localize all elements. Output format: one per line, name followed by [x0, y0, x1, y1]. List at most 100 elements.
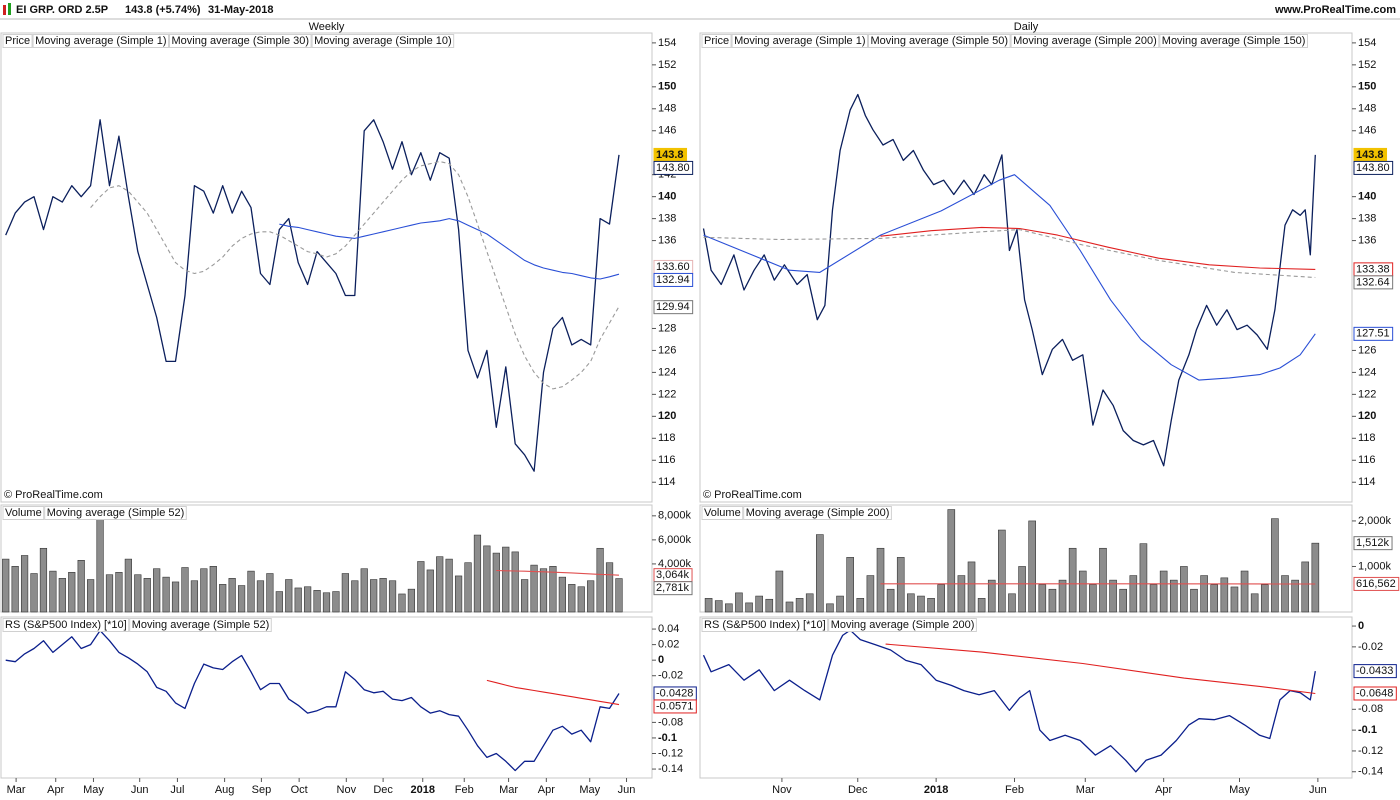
volume-bar [1018, 566, 1026, 613]
volume-bar [530, 564, 538, 613]
y-tick-label: -0.14 [658, 763, 683, 775]
volume-bar [115, 572, 123, 613]
y-tick-label: 148 [658, 103, 676, 115]
value-marker-label: 143.80 [1356, 162, 1390, 174]
panel: Daily 154 152 150 148 146 140 138 136 126 124 122 12… [699, 21, 1394, 503]
y-tick-label: 148 [1358, 103, 1376, 115]
symbol: EI GRP. ORD 2.5P [16, 4, 108, 16]
volume-bar [2, 558, 10, 613]
volume-bar [68, 572, 76, 613]
volume-bar [256, 580, 265, 613]
y-tick-label: 150 [658, 81, 676, 93]
legend-box [44, 506, 187, 520]
y-tick-label: 146 [1358, 125, 1376, 137]
y-tick-label: -0.08 [1358, 703, 1383, 715]
value-marker-label: 143.8 [656, 149, 684, 161]
volume-bar [379, 578, 387, 613]
volume-bar [846, 557, 854, 613]
volume-bar [836, 595, 844, 613]
x-tick-label: Feb [1005, 784, 1024, 796]
y-tick-label: 138 [658, 213, 676, 225]
value-marker-label: 143.8 [1356, 149, 1384, 161]
y-tick-label: -0.1 [658, 732, 677, 744]
series-line [90, 160, 620, 390]
volume-bar [937, 584, 945, 613]
volume-bar [11, 566, 19, 613]
legend-box [701, 618, 829, 632]
price-change: 143.8 (+5.74%) [125, 4, 201, 16]
volume-bar [977, 598, 986, 613]
volume-bar [436, 556, 444, 613]
legend-box [2, 618, 130, 632]
y-tick-label: 118 [1358, 432, 1376, 444]
x-tick-label: Sep [252, 784, 272, 796]
x-tick-label: Jun [1309, 784, 1327, 796]
volume-bar [1109, 579, 1117, 613]
volume-bar [587, 580, 595, 613]
series-line [279, 218, 620, 280]
volume-bar [341, 573, 349, 613]
volume-bar [219, 584, 227, 613]
volume-bar [171, 581, 180, 613]
value-marker [653, 300, 694, 315]
volume-bar [398, 593, 406, 613]
y-tick-label: -0.1 [1358, 724, 1377, 736]
volume-bar [1271, 518, 1279, 613]
volume-bar [143, 578, 151, 613]
volume-bar [105, 574, 114, 613]
value-marker-label: 133.38 [1356, 263, 1390, 275]
y-tick-label: 8,000k [658, 510, 692, 522]
volume-bar [765, 598, 774, 613]
y-tick-label: 140 [658, 191, 676, 203]
site: www.ProRealTime.com [1274, 4, 1396, 16]
x-tick-label: Mar [499, 784, 518, 796]
watermark: © ProRealTime.com [703, 489, 802, 501]
value-marker-label: 616,562 [1356, 578, 1396, 590]
volume-bar [304, 586, 312, 613]
value-marker [1353, 664, 1397, 679]
volume-bar [1028, 520, 1036, 613]
legend-box [731, 34, 869, 48]
volume-bar [20, 555, 29, 613]
value-marker-label: -0.0648 [1356, 687, 1393, 699]
y-tick-label: 128 [658, 322, 676, 334]
volume-bar [775, 570, 784, 613]
legend-entry: Moving average (Simple 52) [132, 619, 270, 631]
legend-box [311, 34, 455, 48]
y-tick-label: 146 [658, 125, 676, 137]
volume-bar [967, 561, 976, 613]
legend-entry: Moving average (Simple 200) [746, 507, 890, 519]
x-tick-label: 2018 [924, 784, 948, 796]
volume-bar [917, 595, 925, 613]
panel-title: Daily [1014, 21, 1039, 33]
x-tick-label: 2018 [410, 784, 434, 796]
volume-bar [577, 586, 585, 613]
volume-bar [704, 598, 713, 613]
value-marker [1353, 160, 1394, 175]
x-tick-label: Jul [170, 784, 184, 796]
volume-bar [1210, 584, 1219, 613]
x-tick-label: Dec [848, 784, 868, 796]
volume-bar [464, 562, 472, 613]
volume-bar [805, 593, 814, 613]
volume-bar [1089, 584, 1097, 613]
legend-entry: Moving average (Simple 1) [734, 35, 865, 47]
series-line [703, 174, 1316, 381]
volume-bar [549, 566, 557, 613]
x-tick-label: Jun [618, 784, 636, 796]
series-line [702, 93, 1316, 467]
x-tick-label: Nov [772, 784, 792, 796]
volume-bar [407, 588, 416, 613]
y-tick-label: -0.08 [658, 716, 683, 728]
volume-bar [313, 590, 321, 613]
volume-bar [1008, 593, 1016, 613]
y-tick-label: 122 [658, 388, 676, 400]
panel-title: Weekly [309, 21, 345, 33]
volume-bar [39, 547, 48, 613]
legend-indicator: Price [704, 35, 729, 47]
legend-indicator: Price [5, 35, 30, 47]
y-tick-label: 0.02 [658, 639, 679, 651]
series-line [703, 229, 1316, 279]
y-tick-label: 124 [658, 366, 676, 378]
volume-bar [605, 562, 614, 613]
